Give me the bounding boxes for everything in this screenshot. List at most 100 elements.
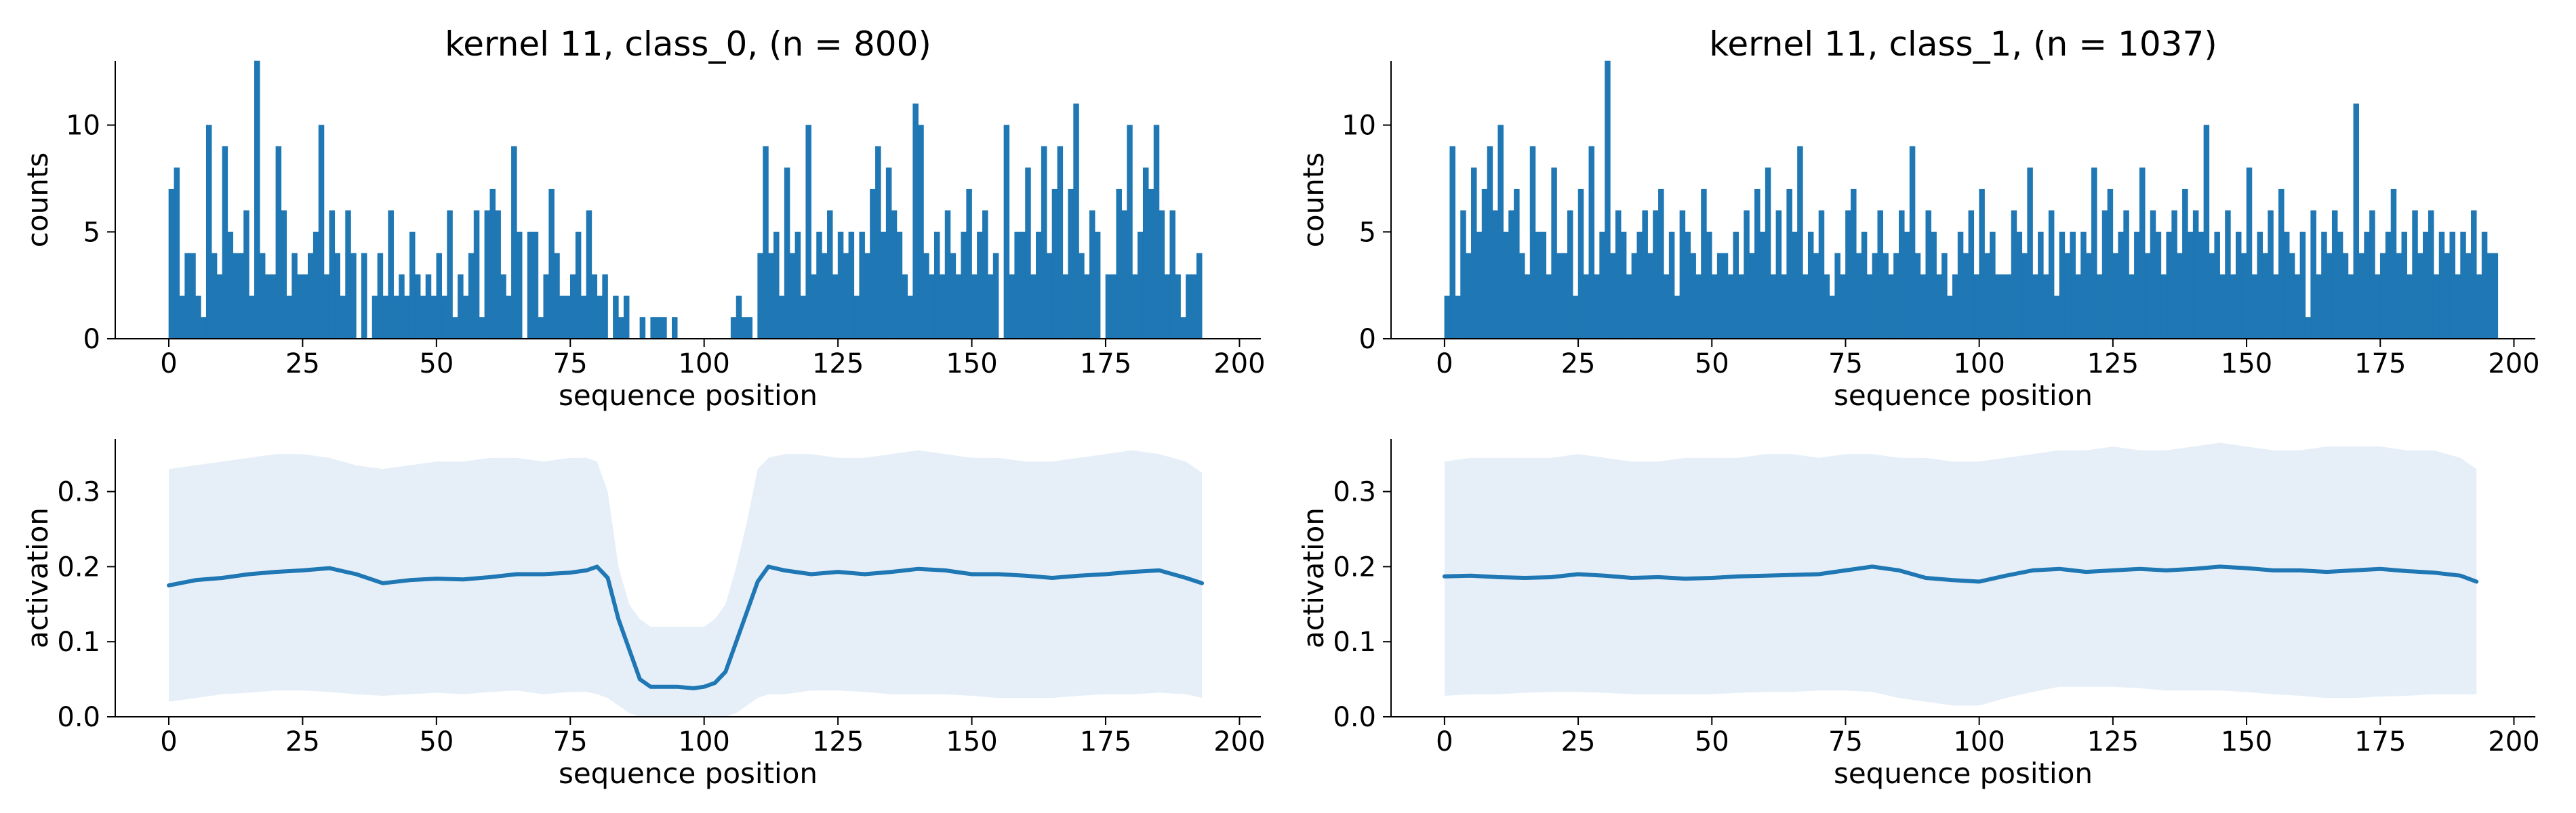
y-tick-label: 5 [1359,217,1376,248]
histogram-bar [452,317,458,339]
histogram-bar [2476,274,2482,339]
histogram-bar [2401,232,2407,339]
histogram-class-0-panel: 0 25 50 75 100 125 150 175 200 0 5 10 sequence posit… [21,24,1266,412]
y-axis-label: counts [1297,152,1330,247]
histogram-bar [778,295,785,339]
histogram-bar [2444,253,2451,339]
histogram-bar [216,274,223,339]
histogram-bar [2225,210,2231,339]
histogram-bar [1551,167,1557,339]
histogram-bar [650,317,656,339]
histogram-bar [902,274,908,339]
x-axis-label: sequence position [559,757,818,790]
histogram-bar [329,210,336,339]
histogram-bar [2273,274,2279,339]
histogram-bar [907,295,913,339]
histogram-bar [2209,253,2215,339]
histogram-bar [736,295,742,339]
x-tick-label: 25 [1561,348,1596,379]
x-tick-label: 0 [1436,726,1453,757]
histogram-bar [1180,317,1186,339]
histogram-bar [2112,253,2119,339]
histogram-bar [1535,232,1542,339]
histogram-bar [789,253,796,339]
histogram-bar [885,167,892,339]
histogram-bar [1094,232,1101,339]
histogram-bar [1138,232,1144,339]
histogram-bar [1957,232,1964,339]
x-tick-label: 100 [1953,348,2005,379]
histogram-bar [2219,274,2226,339]
histogram-bar [918,125,924,339]
histogram-bar [1481,188,1488,339]
histogram-bar [222,146,228,339]
histogram-bar [500,274,506,339]
histogram-bar [2331,210,2338,339]
histogram-bar [971,274,978,339]
histogram-bar [1738,274,1744,339]
histogram-bar [805,125,811,339]
histogram-bar [837,232,844,339]
histogram-bar [1605,60,1611,339]
histogram-bar [1642,210,1648,339]
histogram-bar [1148,188,1154,339]
x-tick-label: 200 [2488,348,2539,379]
histogram-bar [2187,232,2194,339]
x-tick-label: 0 [1436,348,1453,379]
histogram-bar [1781,274,1788,339]
histogram-bar [1936,274,1942,339]
histogram-bar [554,253,560,339]
histogram-bar [264,274,271,339]
histogram-bar [2129,274,2135,339]
histogram-bar [2428,210,2434,339]
histogram-bar [1089,210,1095,339]
histogram-bar [201,317,207,339]
histogram-bar [870,188,876,339]
histogram-bar [1014,232,1020,339]
histogram-bar [1797,146,1803,339]
histogram-bar [2481,232,2488,339]
histogram-bar [794,232,801,339]
histogram-bar [950,253,957,339]
histogram-bar [334,253,340,339]
histogram-bar [2075,274,2081,339]
histogram-bar [559,295,565,339]
y-tick-label: 0.0 [1333,702,1376,733]
histogram-bar [1786,188,1792,339]
histogram-bar [313,232,319,339]
histogram-bar [661,317,667,339]
histogram-bar [1685,232,1691,339]
histogram-bar [618,317,624,339]
histogram-bar [1127,125,1133,339]
histogram-bar [2310,210,2316,339]
histogram-bar [425,274,432,339]
histogram-bar [1110,274,1117,339]
histogram-bar [757,253,763,339]
histogram-bar [495,210,501,339]
histogram-bar [832,274,839,339]
histogram-bar [741,317,748,339]
histogram-bar [1727,274,1734,339]
histogram-bar [2460,232,2466,339]
histogram-bar [2407,274,2413,339]
x-tick-label: 25 [285,348,320,379]
histogram-bar [2005,274,2012,339]
histogram-bar [1132,274,1138,339]
histogram-bar [1733,232,1739,339]
histogram-bar [195,295,201,339]
histogram-bar [1792,232,1798,339]
y-tick-label: 0.1 [57,627,100,658]
activation-mean-line [1442,564,2479,584]
histogram-bar [1556,253,1563,339]
histogram-bar [2353,103,2360,339]
histogram-bar [1914,253,1921,339]
y-tick-label: 0.1 [1333,627,1376,658]
histogram-bar [2139,167,2146,339]
histogram-bar [409,232,416,339]
histogram-bar [323,274,330,339]
histogram-bar [1770,274,1777,339]
histogram-bar [1947,295,1953,339]
histogram-bar [1829,295,1835,339]
histogram-bar [489,188,496,339]
x-tick-label: 50 [1695,348,1729,379]
